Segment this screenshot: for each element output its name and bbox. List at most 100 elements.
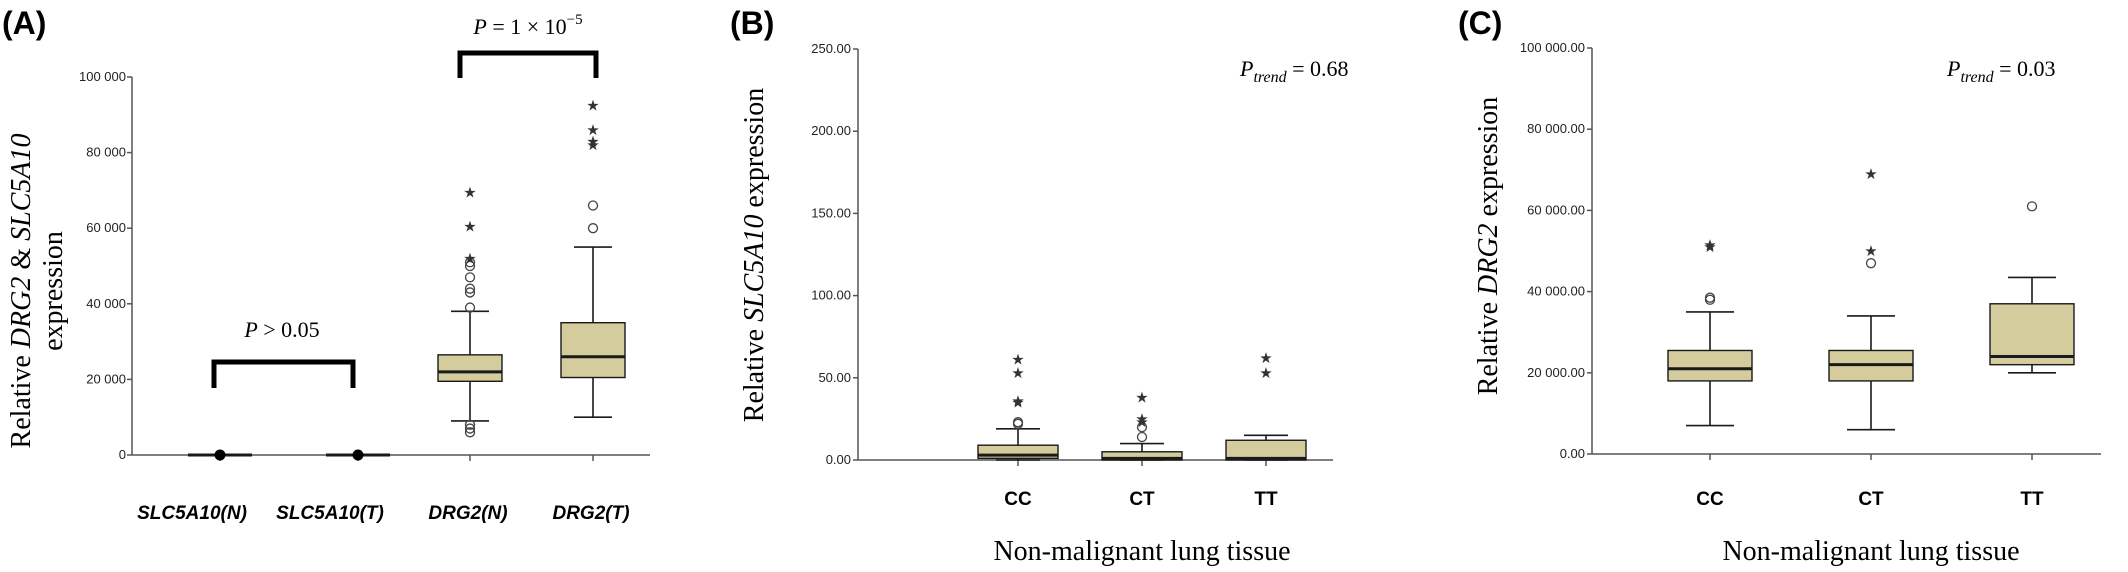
- box-TT: ★★: [1225, 349, 1307, 461]
- y-tick-label: 200.00: [811, 123, 851, 138]
- outlier-circle: [464, 283, 476, 294]
- panel-a-y-title-line2: expression: [38, 231, 69, 351]
- outlier-circle: [464, 260, 476, 272]
- extreme-star: ★: [1011, 392, 1024, 410]
- significance-bracket: [457, 50, 599, 78]
- box-iqr: [1667, 349, 1753, 382]
- extreme-star: ★: [586, 96, 599, 114]
- outlier-circle: [464, 257, 476, 268]
- panel-c-letter: (C): [1458, 5, 1502, 41]
- extreme-star: ★: [1011, 364, 1024, 382]
- extreme-star: ★: [463, 249, 476, 267]
- outlier-circle: [464, 423, 476, 434]
- panel-b-x-title: Non-malignant lung tissue: [993, 536, 1290, 567]
- y-tick-label: 40 000: [86, 296, 126, 311]
- annotation-p-sig: P = 1 × 10−5: [457, 12, 599, 78]
- x-tick-label: SLC5A10(T): [276, 503, 384, 524]
- panel-c-y-title: Relative DRG2 expression: [1473, 97, 1504, 396]
- panel-b-annotation: Ptrend = 0.68: [1239, 56, 1349, 86]
- y-tick-label: 40 000.00: [1527, 284, 1585, 299]
- y-tick-label: 60 000.00: [1527, 202, 1585, 217]
- annotation-text: P > 0.05: [243, 317, 319, 342]
- outlier-circle: [464, 302, 476, 313]
- y-tick-label: 60 000: [86, 220, 126, 235]
- outlier-circle: [464, 419, 476, 430]
- panel-b-x-tick-labels: CC CT TT: [1004, 489, 1278, 510]
- y-tick-label: 0: [119, 447, 126, 462]
- x-tick-label: CT: [1858, 489, 1884, 510]
- panel-a: (A) Relative DRG2 & SLC5A10 expression 0…: [2, 5, 650, 524]
- panel-c-plot: 0.00 20 000.00 40 000.00 60 000.00 80 000.00…: [1520, 40, 2101, 461]
- box-iqr: [1225, 439, 1307, 461]
- x-tick-label: CC: [1004, 489, 1032, 510]
- box-TT: [1989, 201, 2075, 374]
- box-iqr: [1101, 451, 1183, 461]
- y-tick-label: 0.00: [826, 452, 851, 467]
- outlier-circle: [587, 223, 599, 234]
- y-tick-label: 250.00: [811, 41, 851, 56]
- outlier-circle: [1865, 258, 1877, 269]
- panel-a-x-tick-labels: SLC5A10(N) SLC5A10(T) DRG2(N) DRG2(T): [137, 503, 629, 524]
- box-iqr: [437, 354, 503, 382]
- y-tick-label: 100 000: [79, 69, 126, 84]
- extreme-star: ★: [1135, 413, 1148, 431]
- outlier-circle: [587, 200, 599, 211]
- panel-c-x-tick-labels: CC CT TT: [1696, 489, 2044, 510]
- box-SLC5A10(T): [326, 449, 390, 461]
- box-DRG2(N): ★ ★ ★: [437, 183, 503, 438]
- y-tick-label: 100.00: [811, 288, 851, 303]
- extreme-star: ★: [463, 217, 476, 235]
- extreme-star: ★: [1135, 410, 1148, 428]
- outlier-circle: [1136, 421, 1148, 433]
- box-DRG2(T): ★★★★: [560, 96, 626, 419]
- panel-c-x-title: Non-malignant lung tissue: [1722, 536, 2019, 567]
- panel-b: (B) Relative SLC5A10 expression 0.00 50.0…: [730, 5, 1349, 567]
- extreme-star: ★: [586, 136, 599, 154]
- outlier-circle: [464, 287, 476, 298]
- outlier-circle: [1704, 294, 1716, 305]
- extreme-star: ★: [586, 121, 599, 139]
- box-CT: ★★: [1828, 165, 1914, 431]
- box-iqr: [560, 322, 626, 379]
- extreme-star: ★: [1703, 238, 1716, 256]
- extreme-star: ★: [463, 183, 476, 201]
- panel-a-letter: (A): [2, 5, 46, 41]
- extreme-star: ★: [586, 132, 599, 150]
- panel-a-y-title-line1: Relative DRG2 & SLC5A10: [6, 134, 37, 449]
- extreme-star: ★: [1259, 364, 1272, 382]
- y-tick-label: 100 000.00: [1520, 40, 1585, 55]
- extreme-star: ★: [1259, 349, 1272, 367]
- x-tick-label: DRG2(N): [428, 503, 507, 524]
- outlier-circle: [464, 272, 476, 283]
- annotation-text: P = 1 × 10−5: [472, 12, 582, 39]
- annotation-p-ns: P > 0.05: [211, 317, 356, 388]
- panel-a-y-title: Relative DRG2 & SLC5A10 expression: [6, 134, 69, 449]
- y-tick-label: 50.00: [818, 370, 851, 385]
- outlier-circle: [1012, 417, 1024, 428]
- y-tick-label: 20 000: [86, 371, 126, 386]
- y-tick-label: 0.00: [1560, 446, 1585, 461]
- y-tick-label: 80 000: [86, 145, 126, 160]
- panel-b-plot: 0.0050.00100.00150.00200.00250.00★★★★★★★…: [811, 41, 1333, 467]
- outlier-circle: [464, 427, 476, 438]
- box-CT: ★★★: [1101, 389, 1183, 461]
- x-tick-label: SLC5A10(N): [137, 503, 247, 524]
- x-tick-label: DRG2(T): [552, 503, 629, 524]
- box-CC: ★★★★: [977, 351, 1059, 461]
- extreme-star: ★: [1011, 393, 1024, 411]
- panel-b-y-title: Relative SLC5A10 expression: [739, 88, 770, 422]
- y-tick-label: 150.00: [811, 205, 851, 220]
- extreme-star: ★: [1011, 351, 1024, 369]
- y-tick-label: 80 000.00: [1527, 121, 1585, 136]
- outlier-circle: [1704, 292, 1716, 303]
- extreme-star: ★: [1135, 389, 1148, 407]
- panel-c-annotation: Ptrend = 0.03: [1946, 56, 2056, 86]
- x-tick-label: CT: [1129, 489, 1155, 510]
- box-CC: ★★: [1667, 236, 1753, 427]
- outlier-dot: [352, 449, 364, 461]
- x-tick-label: CC: [1696, 489, 1724, 510]
- panel-b-letter: (B): [730, 5, 774, 41]
- y-tick-label: 20 000.00: [1527, 365, 1585, 380]
- extreme-star: ★: [1864, 165, 1877, 183]
